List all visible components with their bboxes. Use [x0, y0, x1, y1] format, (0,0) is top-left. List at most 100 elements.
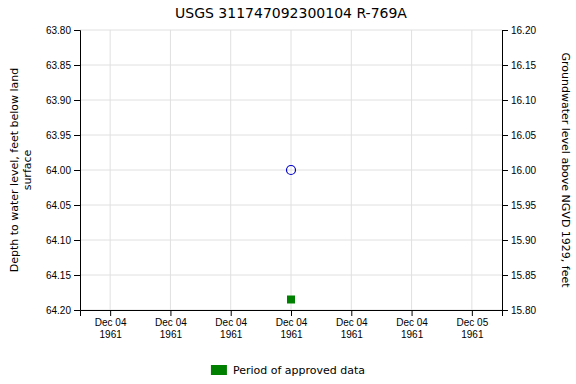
y2-tick: 15.80	[502, 305, 536, 316]
y-axis-label: Depth to water level, feet below landsur…	[8, 68, 34, 273]
legend-label: Period of approved data	[233, 364, 365, 377]
x-tick: Dec 041961	[276, 310, 308, 340]
y-tick-mark	[74, 275, 80, 276]
y2-tick-mark	[502, 205, 508, 206]
x-tick-label: Dec 041961	[155, 317, 187, 340]
y-tick: 64.05	[46, 200, 80, 211]
text-line: 1961	[280, 329, 303, 340]
y-tick-mark	[74, 65, 80, 66]
y2-tick-mark	[502, 100, 508, 101]
data-point	[287, 166, 296, 175]
x-tick-label: Dec 041961	[336, 317, 368, 340]
y-axis: 63.80 63.85 63.90 63.95 64.00 64.05 64.10 64.15…	[46, 25, 81, 316]
x-tick: Dec 041961	[215, 310, 247, 340]
y2-tick-label: 15.95	[511, 200, 536, 211]
y-tick: 64.00	[46, 165, 80, 176]
x-tick: Dec 051961	[457, 310, 489, 340]
x-tick-mark	[291, 310, 292, 316]
grid-line-x	[351, 30, 352, 310]
y2-tick-label: 16.10	[511, 95, 536, 106]
y2-tick-mark	[502, 310, 508, 311]
text-line: 1961	[160, 329, 183, 340]
y-axis-line	[74, 31, 81, 311]
y2-tick-label: 16.05	[511, 130, 536, 141]
x-tick-label: Dec 041961	[95, 317, 127, 340]
y2-tick: 16.20	[502, 25, 536, 36]
marks	[287, 166, 296, 304]
y-tick: 64.10	[46, 235, 80, 246]
text-line: Dec 04	[155, 317, 187, 328]
y2-tick: 15.85	[502, 270, 536, 281]
y2-tick-mark	[502, 65, 508, 66]
data-point	[288, 296, 295, 303]
y-tick-mark	[74, 100, 80, 101]
legend: Period of approved data	[211, 364, 365, 377]
text-line: 1961	[401, 329, 424, 340]
x-axis-line	[81, 311, 503, 317]
x-tick: Dec 041961	[95, 310, 127, 340]
y2-tick-mark	[502, 240, 508, 241]
x-tick: Dec 041961	[155, 310, 187, 340]
x-tick-label: Dec 041961	[396, 317, 428, 340]
text-line: surface	[21, 149, 34, 190]
x-tick-mark	[110, 310, 111, 316]
text-line: Depth to water level, feet below land	[8, 68, 21, 273]
y-tick-label: 63.90	[46, 95, 71, 106]
y2-tick-label: 15.85	[511, 270, 536, 281]
y-tick-mark	[74, 170, 80, 171]
x-tick-mark	[351, 310, 352, 316]
grid	[80, 30, 502, 310]
y2-tick-label: 15.80	[511, 305, 536, 316]
text-line: 1961	[100, 329, 123, 340]
x-tick: Dec 041961	[396, 310, 428, 340]
y-tick-label: 63.80	[46, 25, 71, 36]
y-tick-mark	[74, 30, 80, 31]
grid-line-x	[291, 30, 292, 310]
x-axis: Dec 041961Dec 041961Dec 041961Dec 041961…	[81, 310, 503, 340]
y-tick-mark	[74, 310, 80, 311]
y-tick-label: 63.85	[46, 60, 71, 71]
grid-line-x	[411, 30, 412, 310]
y-tick-label: 64.20	[46, 305, 71, 316]
text-line: Dec 04	[276, 317, 308, 328]
x-tick: Dec 041961	[336, 310, 368, 340]
x-tick-mark	[472, 310, 473, 316]
text-line: Dec 04	[95, 317, 127, 328]
y-tick: 63.90	[46, 95, 80, 106]
grid-line-x	[170, 30, 171, 310]
y-tick-label: 64.00	[46, 165, 71, 176]
y2-axis: 15.8015.8515.9015.9516.0016.0516.1016.15…	[502, 25, 536, 316]
y-tick-mark	[74, 240, 80, 241]
y2-tick-mark	[502, 170, 508, 171]
y2-tick: 16.05	[502, 130, 536, 141]
grid-line-x	[230, 30, 231, 310]
chart: Dec 041961Dec 041961Dec 041961Dec 041961…	[0, 0, 576, 384]
x-tick-label: Dec 041961	[276, 317, 308, 340]
text-line: Dec 04	[215, 317, 247, 328]
series	[288, 296, 295, 303]
grid-line-x	[110, 30, 111, 310]
x-tick-mark	[231, 310, 232, 316]
y-tick: 63.85	[46, 60, 80, 71]
x-tick-label: Dec 041961	[215, 317, 247, 340]
legend-swatch	[211, 365, 227, 375]
y2-axis-label: Groundwater level above NGVD 1929, feet	[559, 52, 572, 288]
y-tick-label: 63.95	[46, 130, 71, 141]
grid-line-x	[471, 30, 472, 310]
y2-tick-mark	[502, 30, 508, 31]
y-tick-label: 64.15	[46, 270, 71, 281]
y2-tick-label: 16.00	[511, 165, 536, 176]
legend-item: Period of approved data	[211, 364, 365, 377]
y-tick-mark	[74, 205, 80, 206]
plot-area: Dec 041961Dec 041961Dec 041961Dec 041961…	[46, 25, 536, 340]
y2-tick-mark	[502, 275, 508, 276]
text-line: Dec 05	[457, 317, 489, 328]
y2-tick: 15.95	[502, 200, 536, 211]
title: USGS 311747092300104 R-769A	[175, 5, 407, 21]
y2-tick: 16.15	[502, 60, 536, 71]
text-line: Dec 04	[336, 317, 368, 328]
series	[287, 166, 296, 175]
text-line: 1961	[220, 329, 243, 340]
y-tick: 63.80	[46, 25, 80, 36]
y-tick: 64.20	[46, 305, 80, 316]
